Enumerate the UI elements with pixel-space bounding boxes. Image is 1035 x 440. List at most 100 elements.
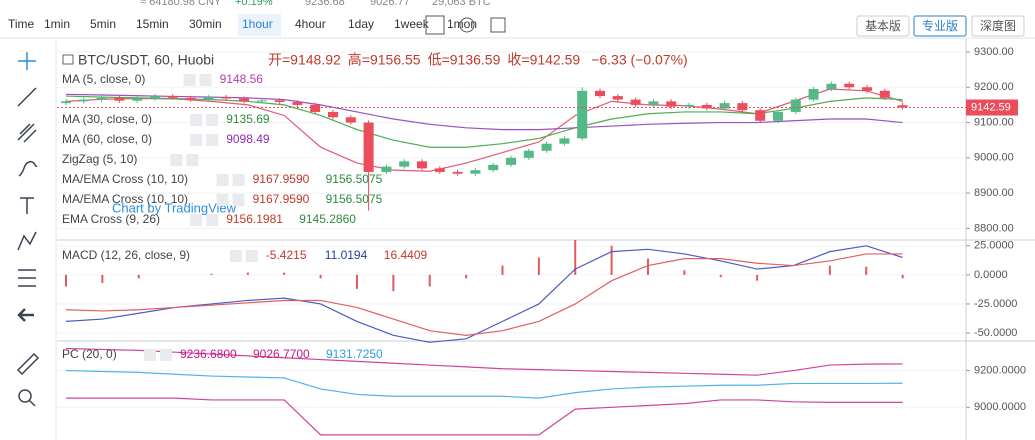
measure-tool[interactable] [16,352,40,376]
indicator-value: 16.4409 [384,248,428,262]
zoom-tool[interactable] [18,389,32,403]
legend-settings[interactable] [170,154,183,166]
interval-button[interactable]: 15min [136,17,169,31]
indicator-name: MA (30, close, 0) [62,112,152,126]
candle-body [612,96,623,100]
legend-settings[interactable] [144,349,156,361]
legend-close[interactable] [160,349,172,361]
text-tool[interactable] [20,197,34,214]
interval-button[interactable]: 30min [189,17,222,31]
ticker-stat: +0.19% [235,0,273,8]
zoom-handle [28,399,36,407]
candle-body [132,98,143,101]
ticker-stat: 9026.77 [370,0,410,8]
change-value: −6.33 (−0.07%) [591,52,688,68]
interval-button[interactable]: 1day [348,17,374,31]
version-label: 基本版 [865,19,901,33]
watermark: Chart by TradingView [112,200,237,215]
y-tick-label: 9300.00 [974,46,1014,58]
ticker-stat: ≈ 64180.98 CNY [140,0,222,8]
candle-body [185,97,196,100]
back-tool[interactable] [17,308,34,322]
settings-button[interactable] [459,17,475,33]
candle-body [541,143,552,151]
brush-tool[interactable] [18,160,38,177]
last-price-label: 9142.59 [971,101,1011,113]
indicator-value: 9167.9590 [253,172,310,186]
candle-body [381,166,392,172]
legend-close[interactable] [232,174,245,186]
indicator-value: 9148.56 [220,72,264,86]
symbol-label: BTC/USDT, 60, Huobi [78,52,214,68]
ohlc-value: 收=9142.59 [507,52,580,68]
indicator-name: MA (60, close, 0) [62,132,152,146]
legend-icon [62,54,74,65]
legend-settings[interactable] [190,134,203,146]
candle-body [577,90,588,139]
legend-close[interactable] [232,194,245,206]
legend-close[interactable] [186,154,199,166]
indicator-value: 9156.5075 [326,192,383,206]
legend-settings[interactable] [183,74,196,86]
legend-close[interactable] [206,214,219,226]
legend-settings[interactable] [229,250,242,262]
fullscreen-button[interactable] [490,17,506,33]
tools[interactable] [16,52,40,407]
y-tick-label: 9000.00 [974,152,1014,164]
interval-active [238,14,281,36]
indicator-value: 9145.2860 [299,212,356,226]
candle-body [310,104,321,112]
interval-button[interactable]: 1mon [447,17,477,31]
candle-body [203,97,214,100]
interval-button[interactable]: 1min [44,17,70,31]
interval-button[interactable]: 5min [90,17,116,31]
legend-settings[interactable] [190,214,203,226]
pattern-tool[interactable] [17,231,37,251]
candle-body [61,101,71,104]
indicator-value: -5.4215 [266,248,307,262]
candle-body [790,99,801,112]
fib-tool[interactable] [17,123,37,143]
line-tool[interactable] [17,87,37,107]
interval-button[interactable]: 4hour [295,17,326,31]
candle-body [862,87,872,91]
candle-body [96,97,107,100]
ohlc-value: 高=9156.55 [348,52,421,68]
indicator-line [65,347,903,376]
legend-close[interactable] [206,114,219,126]
prediction-tool[interactable] [18,269,36,287]
legend-close[interactable] [206,134,219,146]
legend-close[interactable] [199,74,212,86]
last-price-tag [966,99,1018,116]
version-button[interactable] [856,15,910,37]
indicator-value: 9156.5075 [326,172,383,186]
legend-settings[interactable] [216,174,229,186]
interval-button[interactable]: 1hour [242,17,273,31]
interval-button[interactable]: 1week [394,17,430,31]
candle-body [684,104,694,107]
legend-settings[interactable] [190,114,203,126]
indicator-value: 11.0194 [325,248,368,262]
version-button[interactable] [913,15,967,37]
legend-close[interactable] [245,250,258,262]
indicator-name: MACD (12, 26, close, 9) [62,248,190,262]
candle-body [239,98,249,102]
indicator-value: 9135.69 [226,112,270,126]
legend-settings[interactable] [216,194,229,206]
indicator-line [66,397,903,436]
version-button[interactable] [971,15,1025,37]
y-tick-label: -25.0000 [974,298,1017,310]
indicator-value: 9026.7700 [253,347,310,361]
chart-type-button[interactable] [425,15,445,35]
candle-body [808,89,819,100]
indicator-name: MA (5, close, 0) [62,72,145,86]
candle-body [844,83,855,88]
candle-body [328,111,338,118]
crosshair-tool[interactable] [18,52,36,70]
candle-body [506,157,516,165]
candle-body [434,168,445,172]
ohlc-value: 低=9136.59 [428,52,501,68]
indicator-value: 9131.7250 [326,347,383,361]
candle-body [363,122,374,172]
